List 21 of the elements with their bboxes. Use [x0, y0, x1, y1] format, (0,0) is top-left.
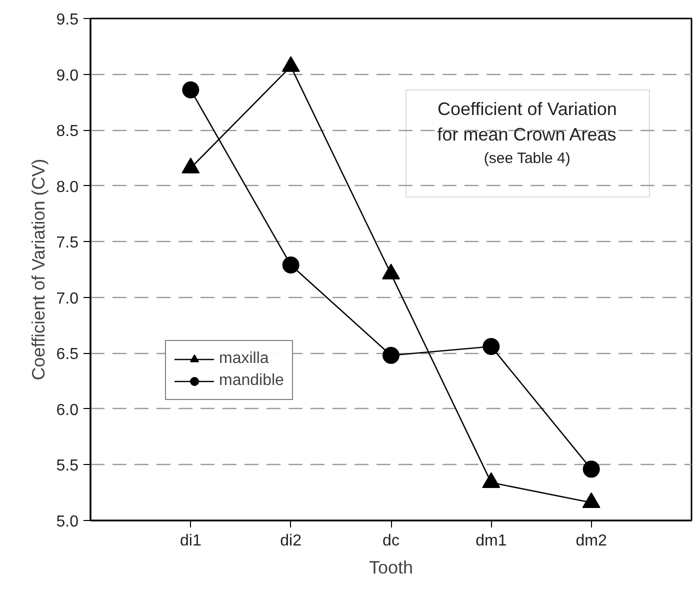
x-tick-label: dc: [382, 532, 400, 550]
legend-label: maxilla: [219, 350, 269, 368]
y-tick-label: 6.5: [56, 346, 79, 364]
annotation: Coefficient of Variation for mean Crown Areas: [437, 98, 617, 144]
y-tick-label: 7.0: [56, 290, 79, 308]
x-tick-label: dm1: [476, 532, 507, 550]
y-tick-label: 5.0: [56, 514, 79, 530]
y-tick-label: 8.5: [56, 123, 79, 140]
y-axis-title: Coefficient of Variation (CV): [28, 158, 48, 380]
x-axis-title: Tooth: [368, 558, 414, 578]
x-tick-label: di2: [280, 532, 302, 550]
y-tick-label: 8.0: [56, 178, 79, 196]
y-tick-label: 5.5: [56, 458, 79, 475]
annotation: (see Table 4): [484, 150, 570, 168]
legend-label: mandible: [219, 372, 284, 390]
y-tick-label: 6.0: [56, 402, 79, 419]
x-tick-label: di1: [180, 532, 202, 550]
y-tick-label: 9.0: [56, 67, 79, 84]
y-tick-label: 7.5: [56, 234, 79, 252]
x-tick-label: dm2: [576, 532, 607, 550]
y-tick-label: 9.5: [56, 12, 79, 28]
